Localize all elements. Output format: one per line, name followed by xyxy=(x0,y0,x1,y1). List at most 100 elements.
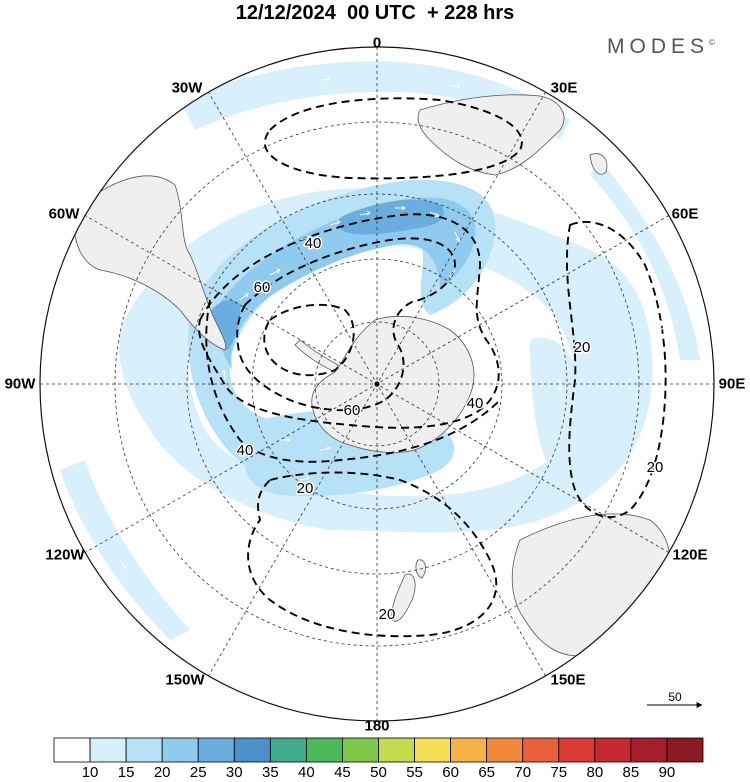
wind-vector-arrow xyxy=(429,211,440,218)
reference-vector-value: 50 xyxy=(668,690,682,704)
colorbar-swatch xyxy=(125,737,163,763)
wind-vector-arrow xyxy=(359,439,371,446)
contour-lines xyxy=(198,97,667,638)
wind-vector-arrow xyxy=(119,559,127,569)
wind-vector-arrow xyxy=(249,114,261,121)
jet-stream-core xyxy=(213,197,476,370)
colorbar-tick-label: 60 xyxy=(442,764,459,781)
colorbar-swatch xyxy=(305,737,343,763)
lon-label-60e: 60E xyxy=(671,205,699,223)
contour-label: 60 xyxy=(254,279,271,296)
new-zealand xyxy=(391,573,416,622)
lon-label-120e: 120E xyxy=(672,546,708,564)
pole-dot xyxy=(374,381,380,387)
contour-value-labels: 40 60 40 60 20 40 20 20 20 xyxy=(235,234,665,625)
lon-label-30w: 30W xyxy=(171,79,203,97)
contour-label: 40 xyxy=(305,235,322,252)
contour-60 xyxy=(236,237,456,412)
colorbar-tick-label: 75 xyxy=(550,764,568,781)
contour-20-east xyxy=(565,221,667,518)
colorbar-swatch xyxy=(89,737,127,763)
colorbar-tick-label: 50 xyxy=(370,764,387,781)
jet-stream-band xyxy=(188,179,496,475)
colorbar-tick-label: 45 xyxy=(334,764,351,781)
south-america xyxy=(73,175,227,351)
west-band xyxy=(60,460,190,640)
colorbar-tick-label: 85 xyxy=(622,764,640,781)
chart-title: 12/12/2024 00 UTC + 228 hrs xyxy=(235,2,515,24)
contour-40 xyxy=(198,213,500,429)
colorbar-swatch xyxy=(558,737,596,763)
contour-outer-40 xyxy=(205,299,501,463)
colorbar-swatch xyxy=(197,737,235,763)
north-edge-band xyxy=(180,61,570,141)
colorbar-swatch xyxy=(414,737,452,763)
colorbar-swatch xyxy=(594,737,632,763)
colorbar-swatch xyxy=(486,737,524,763)
map-boundary xyxy=(39,46,715,722)
lon-label-180: 180 xyxy=(364,717,390,735)
contour-label: 40 xyxy=(237,442,254,459)
wind-vector-arrow xyxy=(319,76,332,81)
copyright-mark: © xyxy=(709,38,715,47)
colorbar-tick-label: 15 xyxy=(117,764,135,781)
colorbar-tick-label: 30 xyxy=(225,764,243,781)
wind-vector-arrow xyxy=(269,323,279,331)
wind-vector-arrow xyxy=(329,219,341,226)
east-band xyxy=(590,160,700,360)
wind-vector-arrow xyxy=(239,293,249,301)
lon-label-0: 0 xyxy=(372,34,382,52)
antarctic-peninsula xyxy=(294,339,339,373)
colorbar-tick-label: 10 xyxy=(81,764,99,781)
east-band-2 xyxy=(530,338,586,470)
colorbar-swatch xyxy=(53,737,91,763)
colorbar-swatch xyxy=(522,737,560,763)
colorbar-swatch xyxy=(450,737,488,763)
contour-label: 20 xyxy=(574,339,591,356)
contour-label: 60 xyxy=(344,402,361,419)
lon-label-30e: 30E xyxy=(550,79,578,97)
lon-label-150w: 150W xyxy=(165,671,205,689)
colorbar-tick-label: 55 xyxy=(406,764,423,781)
wind-vector-arrow xyxy=(395,205,406,211)
colorbar-tick-label: 80 xyxy=(586,764,604,781)
colorbar-swatch xyxy=(666,737,704,763)
lon-label-60w: 60W xyxy=(48,205,80,223)
wind-vectors xyxy=(119,76,664,569)
lon-label-150e: 150E xyxy=(550,671,586,689)
brand-text: MODES xyxy=(607,35,710,58)
wind-vector-arrow xyxy=(280,437,291,443)
wind-vector-arrow xyxy=(269,268,281,276)
wind-vector-arrow xyxy=(214,329,220,341)
lon-label-90w: 90W xyxy=(4,375,36,393)
colorbar-tick-label: 65 xyxy=(478,764,495,781)
wind-vector-arrow xyxy=(449,83,461,89)
colorbar-swatch xyxy=(342,737,379,763)
madagascar xyxy=(589,153,608,175)
colorbar-tick-label: 35 xyxy=(261,764,279,781)
wind-vector-arrow xyxy=(299,475,310,481)
wind-vector-arrow xyxy=(449,269,456,279)
colorbar-swatch xyxy=(630,737,668,763)
colorbar-tick-label: 90 xyxy=(658,764,676,781)
contour-label: 20 xyxy=(297,480,314,497)
colorbar xyxy=(53,737,704,763)
australia xyxy=(511,513,671,657)
contour-inner-loop xyxy=(263,303,355,377)
wind-vector-arrow xyxy=(557,380,563,391)
contour-20-south xyxy=(247,471,498,638)
colorbar-tick-label: 70 xyxy=(514,764,532,781)
contour-label: 20 xyxy=(379,606,396,623)
wind-vector-arrow xyxy=(454,231,461,242)
colorbar-swatch xyxy=(269,737,307,763)
wind-vector-arrow xyxy=(221,369,227,381)
africa xyxy=(417,94,565,176)
colorbar-tick-label: 25 xyxy=(189,764,207,781)
lon-label-90e: 90E xyxy=(718,375,746,393)
wind-vector-arrow xyxy=(299,234,311,241)
contour-north-loop xyxy=(263,97,523,180)
lon-label-120w: 120W xyxy=(45,546,85,564)
colorbar-swatch xyxy=(233,737,271,763)
wind-vector-arrow xyxy=(639,249,646,260)
